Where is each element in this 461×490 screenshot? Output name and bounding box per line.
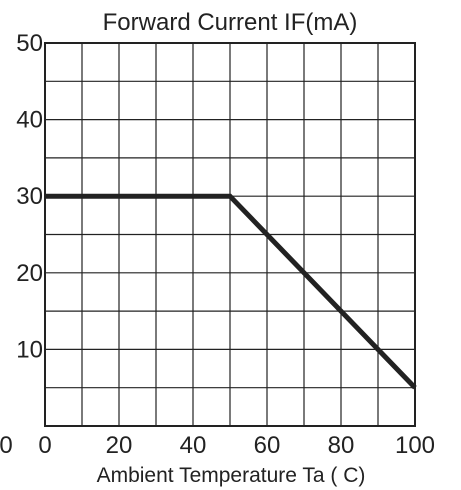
x-tick-label: 60 [254,432,281,459]
series-layer [45,193,417,390]
y-tick-label: 20 [16,260,43,287]
x-tick-label: 20 [106,432,133,459]
x-tick-label: 0 [38,432,51,459]
x-tick-label: 100 [395,432,435,459]
series-line [45,193,417,390]
y-tick-label: 10 [16,336,43,363]
y-tick-label: 0 [0,432,13,459]
x-axis-label: Ambient Temperature Ta ( C) [97,464,366,487]
y-tick-label: 50 [16,30,43,57]
chart-title: Forward Current IF(mA) [103,9,358,36]
x-tick-label: 80 [328,432,355,459]
x-axis-ticks: 0 20 40 60 80 100 [38,432,435,459]
y-axis-ticks: 10 20 30 40 50 0 [0,30,43,459]
y-tick-label: 30 [16,183,43,210]
plot-frame [44,42,416,427]
y-tick-label: 40 [16,107,43,134]
grid [44,42,416,427]
x-tick-label: 40 [180,432,207,459]
